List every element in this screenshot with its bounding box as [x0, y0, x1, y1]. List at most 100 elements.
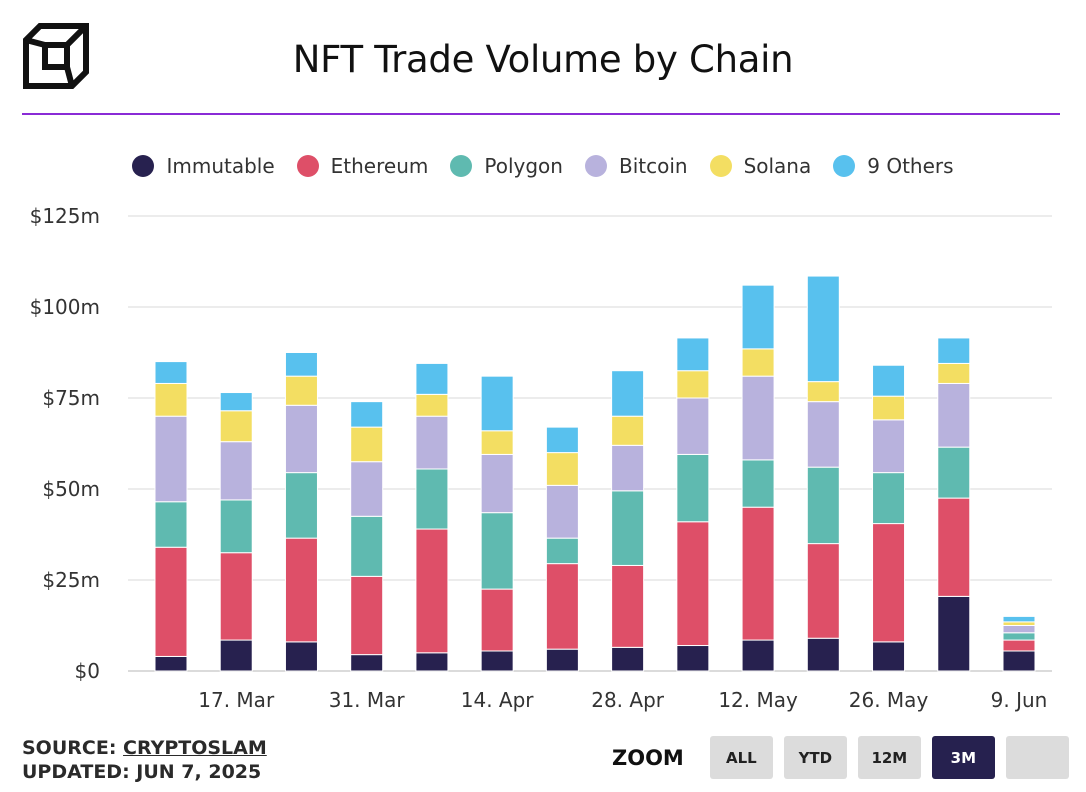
bar-9-others-5: [480, 375, 514, 432]
bar-immutable-8: [676, 645, 710, 672]
bar-9-others-6: [545, 426, 579, 454]
bar-polygon-10: [806, 466, 840, 545]
bar-bitcoin-11: [872, 419, 906, 474]
x-tick-label: 26. May: [849, 688, 929, 712]
legend-item-bitcoin[interactable]: Bitcoin: [584, 154, 688, 178]
bar-ethereum-10: [806, 543, 840, 639]
legend-dot: [450, 155, 473, 177]
bar-polygon-9: [741, 459, 775, 508]
legend-item-9-others[interactable]: 9 Others: [833, 154, 954, 178]
bar-ethereum-2: [284, 537, 318, 643]
x-tick-label: 9. Jun: [991, 688, 1048, 712]
zoom-label: ZOOM: [612, 745, 684, 770]
legend-label: Ethereum: [330, 154, 429, 178]
bar-solana-3: [350, 426, 384, 463]
bar-9-others-1: [219, 392, 253, 412]
bar-bitcoin-12: [937, 382, 971, 448]
bar-solana-0: [154, 382, 188, 417]
legend-item-immutable[interactable]: Immutable: [132, 154, 275, 178]
bar-solana-9: [741, 348, 775, 377]
bar-immutable-0: [154, 655, 188, 672]
legend-item-solana[interactable]: Solana: [709, 154, 811, 178]
bar-bitcoin-7: [611, 444, 645, 492]
legend-dot: [709, 155, 732, 177]
legend-dot: [132, 155, 155, 177]
bar-bitcoin-13: [1002, 625, 1036, 634]
bar-9-others-4: [415, 362, 449, 395]
legend-item-ethereum[interactable]: Ethereum: [296, 154, 429, 178]
y-tick-label: $0: [75, 659, 100, 683]
chart-legend: Immutable Ethereum Polygon Bitcoin Solana 9 O…: [0, 154, 1086, 178]
bar-polygon-5: [480, 512, 514, 590]
bar-ethereum-9: [741, 506, 775, 641]
bar-bitcoin-2: [284, 404, 318, 474]
bar-solana-6: [545, 452, 579, 486]
x-tick-label: 17. Mar: [198, 688, 275, 712]
zoom-all-button[interactable]: ALL: [709, 736, 773, 779]
bar-bitcoin-0: [154, 415, 188, 503]
brand-logo-icon: [23, 23, 89, 89]
zoom-3m-button[interactable]: 3M: [931, 736, 995, 779]
bar-polygon-3: [350, 515, 384, 577]
x-tick-label: 14. Apr: [461, 688, 535, 712]
bar-solana-12: [937, 362, 971, 384]
bar-immutable-4: [415, 652, 449, 672]
bar-bitcoin-10: [806, 401, 840, 468]
updated-date: UPDATED: JUN 7, 2025: [22, 761, 262, 783]
bar-polygon-4: [415, 468, 449, 530]
bar-polygon-13: [1002, 632, 1036, 641]
legend-dot: [833, 155, 856, 177]
source-block: SOURCE: CRYPTOSLAM UPDATED: JUN 7, 2025: [22, 736, 267, 784]
bar-9-others-7: [611, 370, 645, 417]
bar-9-others-12: [937, 337, 971, 364]
bar-immutable-5: [480, 650, 514, 672]
bar-polygon-6: [545, 537, 579, 565]
legend-label: Immutable: [166, 154, 275, 178]
zoom-ytd-button[interactable]: YTD: [783, 736, 847, 779]
page-title: NFT Trade Volume by Chain: [292, 38, 794, 81]
bar-ethereum-1: [219, 552, 253, 641]
bar-ethereum-6: [545, 563, 579, 650]
bar-polygon-12: [937, 446, 971, 499]
bar-immutable-6: [545, 648, 579, 672]
source-prefix: SOURCE:: [22, 737, 124, 759]
bar-bitcoin-3: [350, 461, 384, 517]
bar-solana-11: [872, 395, 906, 421]
bar-solana-13: [1002, 621, 1036, 626]
bar-immutable-13: [1002, 650, 1036, 672]
bar-bitcoin-4: [415, 415, 449, 470]
bar-solana-1: [219, 410, 253, 443]
bar-ethereum-5: [480, 588, 514, 652]
bar-ethereum-3: [350, 575, 384, 656]
y-tick-label: $100m: [30, 295, 100, 319]
x-tick-label: 12. May: [718, 688, 798, 712]
bar-immutable-10: [806, 637, 840, 672]
legend-label: Bitcoin: [618, 154, 688, 178]
bar-9-others-0: [154, 361, 188, 384]
bar-ethereum-0: [154, 546, 188, 657]
y-tick-label: $75m: [42, 386, 100, 410]
title-divider: [22, 113, 1060, 115]
bar-immutable-9: [741, 639, 775, 672]
bar-solana-5: [480, 430, 514, 455]
bar-immutable-2: [284, 641, 318, 672]
bar-9-others-11: [872, 364, 906, 397]
x-tick-label: 31. Mar: [329, 688, 406, 712]
bar-bitcoin-5: [480, 453, 514, 514]
bar-solana-4: [415, 393, 449, 417]
zoom-12m-button[interactable]: 12M: [857, 736, 921, 779]
bar-polygon-2: [284, 472, 318, 539]
legend-item-polygon[interactable]: Polygon: [450, 154, 563, 178]
bar-9-others-13: [1002, 615, 1036, 623]
zoom-blank-button[interactable]: [1005, 736, 1069, 779]
bar-9-others-8: [676, 337, 710, 372]
bar-immutable-7: [611, 646, 645, 672]
y-tick-label: $125m: [30, 204, 100, 228]
bar-bitcoin-6: [545, 484, 579, 539]
bar-9-others-2: [284, 352, 318, 377]
source-link[interactable]: CRYPTOSLAM: [123, 737, 267, 759]
bar-polygon-7: [611, 490, 645, 566]
y-tick-label: $50m: [42, 477, 100, 501]
bar-ethereum-13: [1002, 639, 1036, 652]
